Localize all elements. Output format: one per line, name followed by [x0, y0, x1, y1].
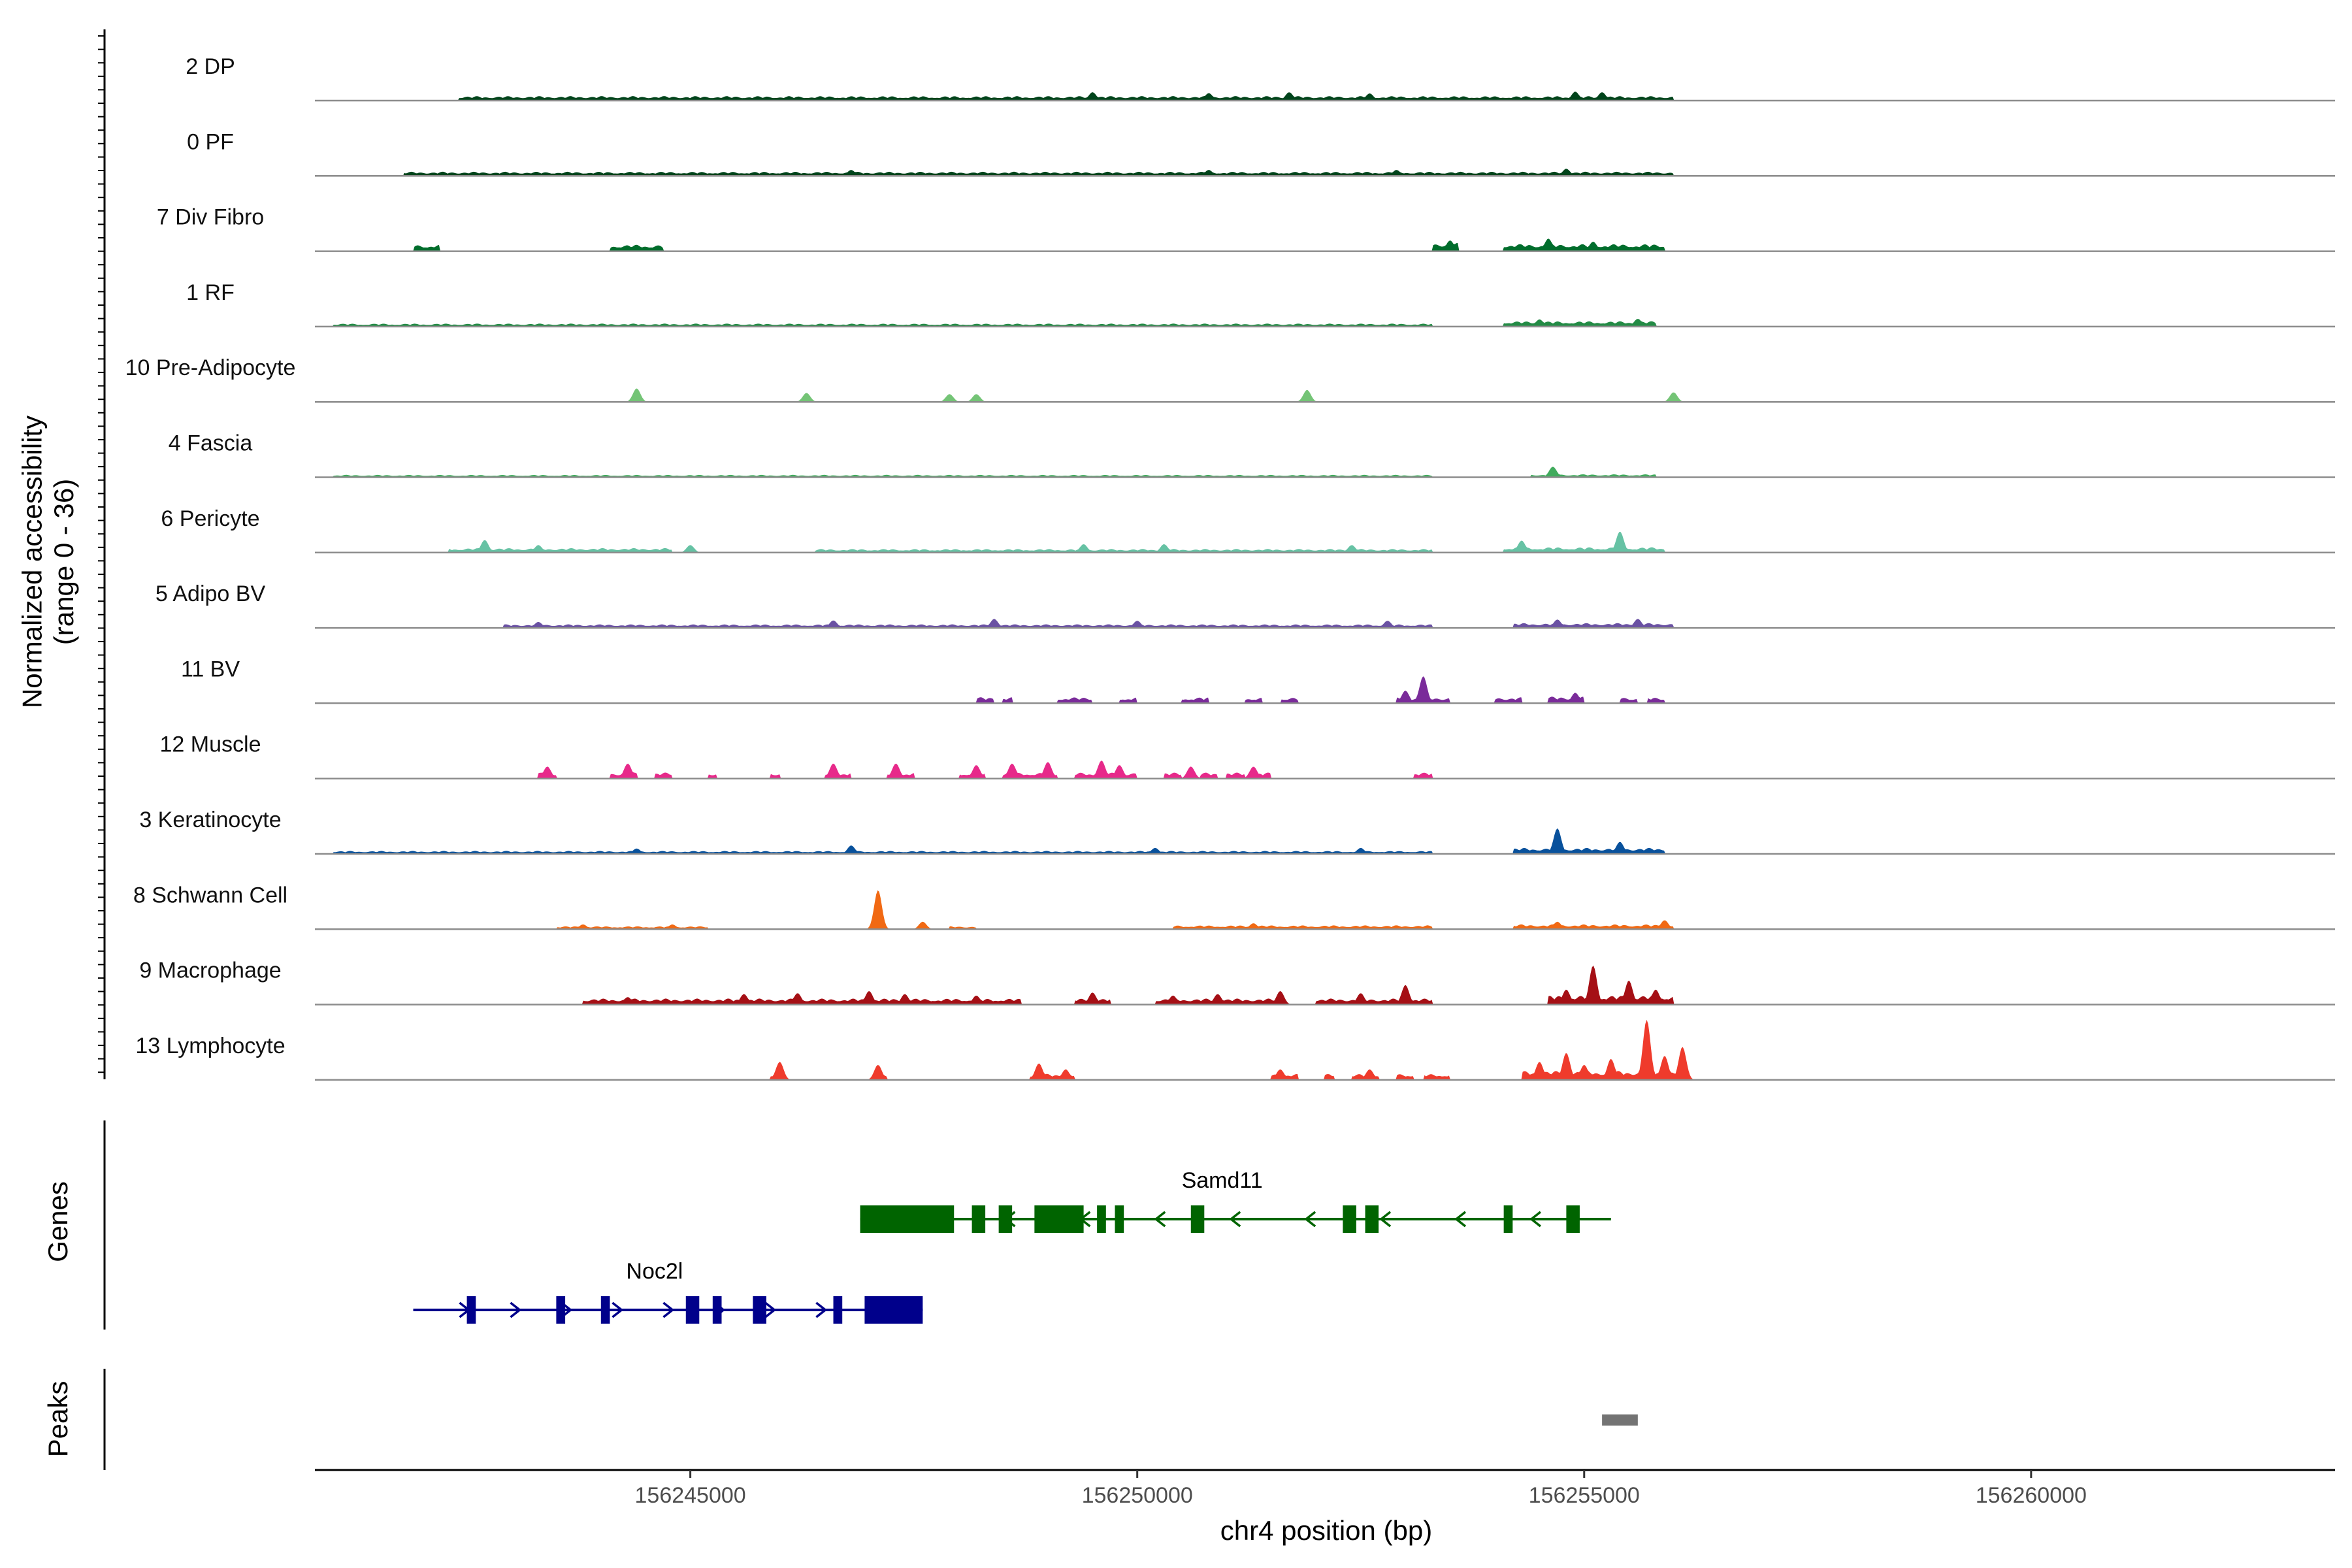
track-13-lymphocyte: 13 Lymphocyte: [135, 1019, 2335, 1081]
exon: [600, 1296, 610, 1324]
track-11-bv: 11 BV: [181, 657, 2335, 704]
track-label: 5 Adipo BV: [155, 581, 266, 606]
exon: [1343, 1205, 1356, 1233]
peak-region: [1602, 1414, 1638, 1426]
coverage-area: [315, 532, 2335, 553]
strand-chevron: [510, 1301, 522, 1318]
exon: [1097, 1205, 1106, 1233]
strand-chevron: [1454, 1211, 1467, 1228]
coverage-area: [315, 676, 2335, 704]
peaks-panel: [1602, 1414, 1638, 1426]
coverage-area: [315, 828, 2335, 854]
x-tick-label: 156245000: [635, 1483, 746, 1508]
track-12-muscle: 12 Muscle: [160, 732, 2335, 779]
exon: [972, 1205, 986, 1233]
genes-panel-title: Genes: [42, 1181, 73, 1262]
coverage-area: [315, 760, 2335, 779]
track-0-pf: 0 PF: [187, 129, 2335, 177]
track-3-keratinocyte: 3 Keratinocyte: [139, 808, 2335, 855]
exon: [1566, 1205, 1580, 1233]
track-6-pericyte: 6 Pericyte: [161, 506, 2335, 554]
strand-chevron: [1379, 1211, 1392, 1228]
strand-chevron: [1529, 1211, 1541, 1228]
coverage-area: [315, 619, 2335, 629]
strand-chevron: [815, 1301, 828, 1318]
strand-chevron: [1229, 1211, 1241, 1228]
track-7-div-fibro: 7 Div Fibro: [157, 205, 2335, 252]
track-label: 1 RF: [186, 280, 235, 305]
x-tick-label: 156255000: [1529, 1483, 1640, 1508]
genes-panel: Samd11 Noc2l: [413, 1168, 1611, 1324]
strand-chevron: [764, 1301, 777, 1318]
exon: [556, 1296, 566, 1324]
y-axis-title: Normalized accessibility(range 0 - 36): [17, 416, 79, 708]
strand-chevron: [662, 1301, 675, 1318]
exon: [1190, 1205, 1205, 1233]
track-label: 9 Macrophage: [139, 958, 281, 983]
track-label: 8 Schwann Cell: [133, 883, 287, 907]
gene-label: Noc2l: [626, 1259, 683, 1284]
x-tick-label: 156260000: [1976, 1483, 2087, 1508]
track-label: 11 BV: [181, 657, 240, 681]
track-label: 7 Div Fibro: [157, 205, 264, 230]
gene-samd11: Samd11: [860, 1168, 1611, 1233]
track-4-fascia: 4 Fascia: [169, 431, 2335, 478]
exon: [1365, 1205, 1379, 1233]
y-axis-title-line: (range 0 - 36): [48, 479, 79, 645]
exon: [753, 1296, 766, 1324]
track-1-rf: 1 RF: [186, 280, 2335, 328]
exon: [998, 1205, 1013, 1233]
track-label: 12 Muscle: [160, 732, 261, 757]
peaks-panel-title: Peaks: [42, 1381, 73, 1458]
exon: [833, 1296, 843, 1324]
exon: [712, 1296, 722, 1324]
track-label: 0 PF: [187, 129, 234, 154]
track-label: 3 Keratinocyte: [139, 808, 281, 832]
track-2-dp: 2 DP: [186, 54, 2335, 102]
coverage-area: [315, 169, 2335, 176]
strand-chevron: [1154, 1211, 1166, 1228]
y-axis-title-line: Normalized accessibility: [17, 416, 48, 708]
coverage-area: [315, 91, 2335, 101]
track-label: 6 Pericyte: [161, 506, 259, 531]
gene-noc2l: Noc2l: [413, 1259, 923, 1324]
track-label: 2 DP: [186, 54, 235, 79]
x-axis-title: chr4 position (bp): [1220, 1515, 1433, 1546]
y-axis: [98, 29, 106, 1470]
coverage-area: [315, 319, 2335, 327]
track-label: 4 Fascia: [169, 431, 253, 456]
x-axis: 156245000 156250000 156255000 156260000: [315, 1469, 2335, 1508]
coverage-area: [315, 466, 2335, 478]
track-9-macrophage: 9 Macrophage: [139, 958, 2335, 1005]
track-5-adipo-bv: 5 Adipo BV: [155, 581, 2335, 629]
coverage-area: [315, 965, 2335, 1005]
coverage-area: [315, 1019, 2335, 1080]
strand-chevron: [612, 1301, 624, 1318]
coverage-area: [315, 388, 2335, 402]
strand-chevron: [1304, 1211, 1316, 1228]
coverage-area: [315, 890, 2335, 930]
track-label: 10 Pre-Adipocyte: [125, 355, 296, 380]
coverage-tracks: 2 DP 0 PF 7 Div Fibro 1 RF 10 Pre-Adipocyte 4…: [125, 54, 2335, 1081]
track-label: 13 Lymphocyte: [135, 1034, 285, 1058]
track-10-pre-adipocyte: 10 Pre-Adipocyte: [125, 355, 2335, 403]
exon: [1115, 1205, 1124, 1233]
exon: [864, 1296, 923, 1324]
exon: [1503, 1205, 1513, 1233]
track-8-schwann-cell: 8 Schwann Cell: [133, 883, 2335, 930]
exon: [1034, 1205, 1084, 1233]
gene-label: Samd11: [1182, 1168, 1263, 1193]
coverage-area: [315, 238, 2335, 252]
x-tick-label: 156250000: [1082, 1483, 1193, 1508]
exon: [466, 1296, 476, 1324]
exon: [860, 1205, 955, 1233]
exon: [685, 1296, 700, 1324]
